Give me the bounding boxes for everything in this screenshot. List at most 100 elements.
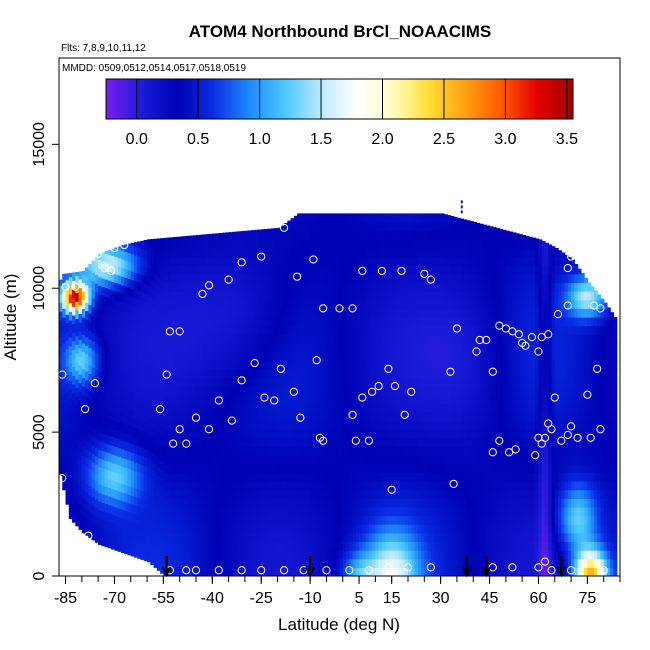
heatmap-cell <box>368 532 373 543</box>
heatmap-cell <box>378 308 383 318</box>
heatmap-cell <box>355 489 360 499</box>
heatmap-cell <box>443 446 448 456</box>
heatmap-cell <box>365 273 370 284</box>
heatmap-cell <box>434 360 438 370</box>
heatmap-cell <box>81 403 86 413</box>
heatmap-cell <box>414 567 419 576</box>
heatmap-cell <box>218 377 223 387</box>
heatmap-cell <box>98 432 102 442</box>
heatmap-cell <box>134 392 138 403</box>
heatmap-cell <box>251 567 256 576</box>
heatmap-cell <box>388 351 393 361</box>
heatmap-cell <box>241 230 246 240</box>
heatmap-cell <box>407 403 412 413</box>
heatmap-cell <box>235 420 239 430</box>
heatmap-cell <box>424 282 429 292</box>
heatmap-cell <box>277 506 282 517</box>
heatmap-cell <box>59 345 63 356</box>
heatmap-cell <box>401 429 406 439</box>
heatmap-cell <box>134 280 138 290</box>
heatmap-cell <box>316 282 321 292</box>
heatmap-cell <box>212 481 217 491</box>
heatmap-cell <box>385 308 390 318</box>
heatmap-cell <box>443 386 448 396</box>
heatmap-cell <box>401 506 406 517</box>
heatmap-cell <box>254 446 259 456</box>
heatmap-cell <box>372 334 376 344</box>
heatmap-cell <box>414 463 419 473</box>
heatmap-cell <box>424 515 429 525</box>
heatmap-cell <box>300 394 305 404</box>
heatmap-cell <box>401 334 406 344</box>
heatmap-cell <box>209 265 213 275</box>
heatmap-cell <box>443 420 448 430</box>
heatmap-cell <box>411 342 416 353</box>
heatmap-cell <box>130 486 135 497</box>
heatmap-cell <box>466 220 471 223</box>
heatmap-cell <box>385 429 390 439</box>
heatmap-cell <box>65 383 70 393</box>
heatmap-cell <box>417 403 422 413</box>
heatmap-cell <box>394 472 399 482</box>
heatmap-cell <box>319 230 324 240</box>
heatmap-cell <box>251 472 256 482</box>
heatmap-cell <box>134 539 138 549</box>
heatmap-cell <box>235 455 239 465</box>
heatmap-cell <box>238 567 243 576</box>
heatmap-cell <box>346 351 350 361</box>
heatmap-cell <box>75 283 80 294</box>
heatmap-cell <box>310 481 315 491</box>
heatmap-cell <box>297 273 301 284</box>
heatmap-cell <box>300 213 305 223</box>
heatmap-cell <box>463 256 468 266</box>
heatmap-cell <box>303 351 308 361</box>
heatmap-cell <box>362 368 367 379</box>
heatmap-cell <box>443 368 448 379</box>
heatmap-cell <box>130 391 135 402</box>
heatmap-cell <box>460 308 465 318</box>
heatmap-cell <box>222 308 226 318</box>
heatmap-cell <box>280 308 285 318</box>
heatmap-cell <box>411 377 416 387</box>
heatmap-cell <box>195 325 200 335</box>
heatmap-cell <box>186 506 191 517</box>
heatmap-cell <box>179 236 184 240</box>
heatmap-cell <box>336 455 341 465</box>
heatmap-cell <box>394 498 399 508</box>
heatmap-cell <box>257 394 262 404</box>
heatmap-cell <box>257 446 262 456</box>
heatmap-cell <box>378 368 383 379</box>
heatmap-cell <box>134 522 138 532</box>
heatmap-cell <box>355 265 360 275</box>
heatmap-cell <box>85 388 89 398</box>
heatmap-cell <box>339 222 344 232</box>
heatmap-cell <box>72 272 76 281</box>
heatmap-cell <box>117 361 122 371</box>
heatmap-cell <box>430 550 435 560</box>
heatmap-cell <box>378 498 383 508</box>
heatmap-cell <box>111 402 116 412</box>
heatmap-cell <box>466 420 471 430</box>
heatmap-cell <box>137 359 142 369</box>
heatmap-cell <box>192 532 197 543</box>
heatmap-cell <box>254 377 259 387</box>
heatmap-cell <box>434 377 438 387</box>
heatmap-cell <box>411 463 416 473</box>
heatmap-cell <box>306 351 311 361</box>
heatmap-cell <box>111 514 116 524</box>
heatmap-cell <box>137 342 142 352</box>
heatmap-cell <box>293 394 298 404</box>
heatmap-cell <box>466 360 471 370</box>
heatmap-cell <box>147 276 151 286</box>
heatmap-cell <box>388 308 393 318</box>
heatmap-cell <box>244 506 249 517</box>
heatmap-cell <box>342 481 347 491</box>
heatmap-cell <box>456 282 461 292</box>
heatmap-cell <box>199 234 204 240</box>
heatmap-cell <box>235 429 239 439</box>
heatmap-cell <box>378 351 383 361</box>
heatmap-cell <box>78 313 83 323</box>
heatmap-cell <box>450 291 455 301</box>
heatmap-cell <box>59 388 63 399</box>
heatmap-cell <box>427 317 432 327</box>
